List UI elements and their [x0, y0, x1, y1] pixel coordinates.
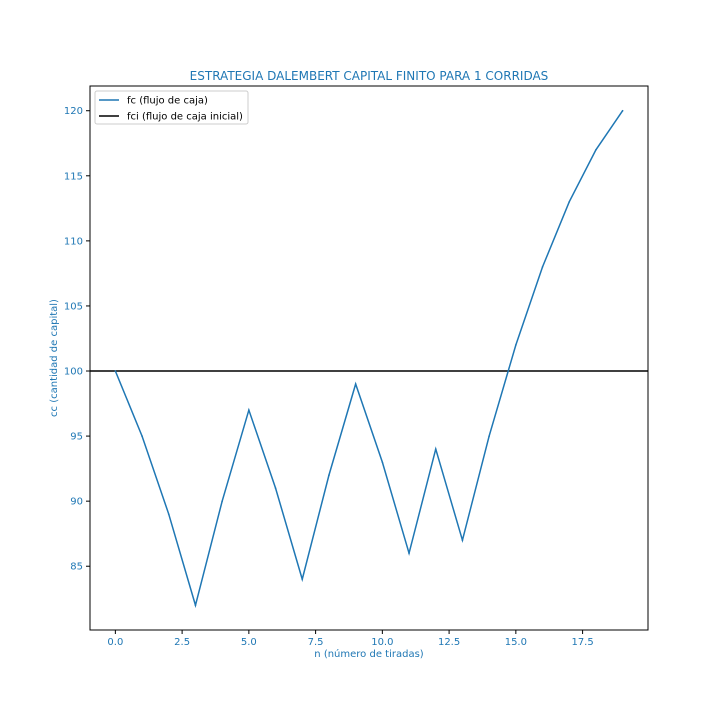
- y-tick-label: 115: [64, 171, 83, 182]
- legend-label: fc (flujo de caja): [127, 96, 208, 107]
- y-tick-label: 120: [64, 106, 83, 117]
- y-tick-label: 90: [70, 497, 83, 508]
- data-point: [274, 487, 277, 489]
- data-point: [328, 474, 330, 476]
- data-point: [541, 266, 544, 268]
- y-tick-label: 110: [64, 236, 83, 247]
- data-point: [248, 409, 250, 411]
- legend: fc (flujo de caja) fci (flujo de caja ini…: [94, 90, 249, 125]
- data-point: [221, 500, 223, 502]
- data-point: [595, 148, 597, 151]
- x-tick-label: 10.0: [371, 637, 393, 648]
- series-line: [114, 110, 624, 609]
- x-tick-label: 12.5: [438, 637, 460, 648]
- data-point: [354, 383, 357, 385]
- y-axis-label: cc (cantidad de capital): [49, 299, 60, 417]
- y-tick-label: 95: [70, 432, 83, 443]
- data-point: [167, 513, 170, 515]
- y-tick-label: 85: [70, 562, 83, 573]
- data-point: [434, 448, 437, 450]
- axes-frame: [89, 85, 649, 631]
- data-point: [515, 344, 517, 346]
- data-point: [621, 109, 624, 112]
- data-point: [408, 552, 410, 555]
- data-point: [488, 435, 490, 437]
- legend-label: fci (flujo de caja inicial): [127, 112, 243, 123]
- x-tick-label: 0.0: [107, 637, 123, 648]
- data-point: [461, 539, 464, 542]
- x-tick-label: 7.5: [308, 637, 324, 648]
- chart-title: ESTRATEGIA DALEMBERT CAPITAL FINITO PARA…: [190, 69, 549, 83]
- data-point: [568, 201, 571, 203]
- data-point: [114, 370, 117, 372]
- legend-box: [94, 90, 249, 125]
- x-axis-label: n (número de tiradas): [314, 648, 423, 660]
- data-point: [141, 435, 143, 437]
- plot-area: [90, 109, 648, 609]
- y-tick-label: 100: [64, 367, 83, 378]
- data-point: [301, 578, 304, 581]
- axis-ticks: 0.0 2.5 5.0 7.5 10.0 12.5 15.0 17.5 85 90 95 100 105…: [64, 106, 594, 648]
- data-point: [194, 604, 197, 607]
- x-tick-label: 5.0: [241, 637, 257, 648]
- data-point: [381, 461, 384, 463]
- x-tick-label: 2.5: [174, 637, 190, 648]
- x-tick-label: 15.0: [505, 637, 527, 648]
- y-tick-label: 105: [64, 301, 83, 312]
- x-tick-label: 17.5: [571, 637, 593, 648]
